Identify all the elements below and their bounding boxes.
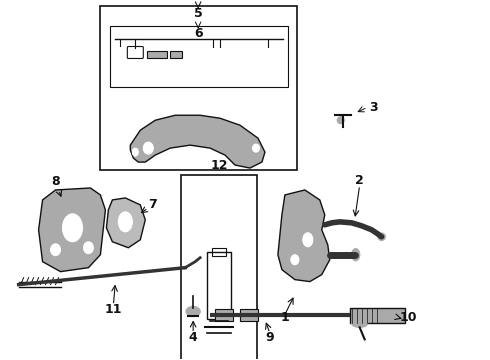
Text: 11: 11: [105, 303, 122, 316]
Text: 2: 2: [355, 174, 364, 186]
Bar: [212, 248, 226, 256]
Ellipse shape: [352, 249, 360, 261]
Bar: [110, 26, 288, 87]
Bar: [100, 6, 297, 170]
Ellipse shape: [50, 244, 61, 256]
FancyBboxPatch shape: [240, 310, 258, 321]
Ellipse shape: [291, 255, 299, 265]
Polygon shape: [278, 190, 330, 282]
Bar: [207, 252, 231, 319]
Ellipse shape: [352, 319, 368, 328]
Ellipse shape: [143, 142, 153, 154]
FancyBboxPatch shape: [170, 50, 182, 58]
FancyBboxPatch shape: [215, 310, 233, 321]
Ellipse shape: [132, 148, 138, 156]
Ellipse shape: [337, 117, 344, 124]
Text: 7: 7: [148, 198, 157, 211]
Ellipse shape: [63, 214, 82, 242]
Text: 6: 6: [194, 27, 202, 40]
Polygon shape: [39, 188, 105, 272]
Text: 8: 8: [51, 175, 60, 188]
Text: 10: 10: [399, 311, 417, 324]
Text: 9: 9: [266, 331, 274, 344]
Text: 12: 12: [210, 159, 228, 172]
Bar: [350, 307, 405, 323]
FancyBboxPatch shape: [147, 50, 167, 58]
Ellipse shape: [83, 242, 94, 254]
Ellipse shape: [378, 233, 385, 240]
Polygon shape: [130, 115, 265, 168]
Ellipse shape: [303, 233, 313, 247]
Text: 5: 5: [194, 7, 202, 20]
Ellipse shape: [119, 212, 132, 232]
Bar: [181, 175, 257, 360]
Ellipse shape: [252, 144, 260, 152]
Polygon shape: [106, 198, 145, 248]
Ellipse shape: [186, 306, 200, 316]
Text: 3: 3: [369, 101, 378, 114]
Text: 4: 4: [189, 331, 197, 344]
Text: 1: 1: [280, 311, 289, 324]
